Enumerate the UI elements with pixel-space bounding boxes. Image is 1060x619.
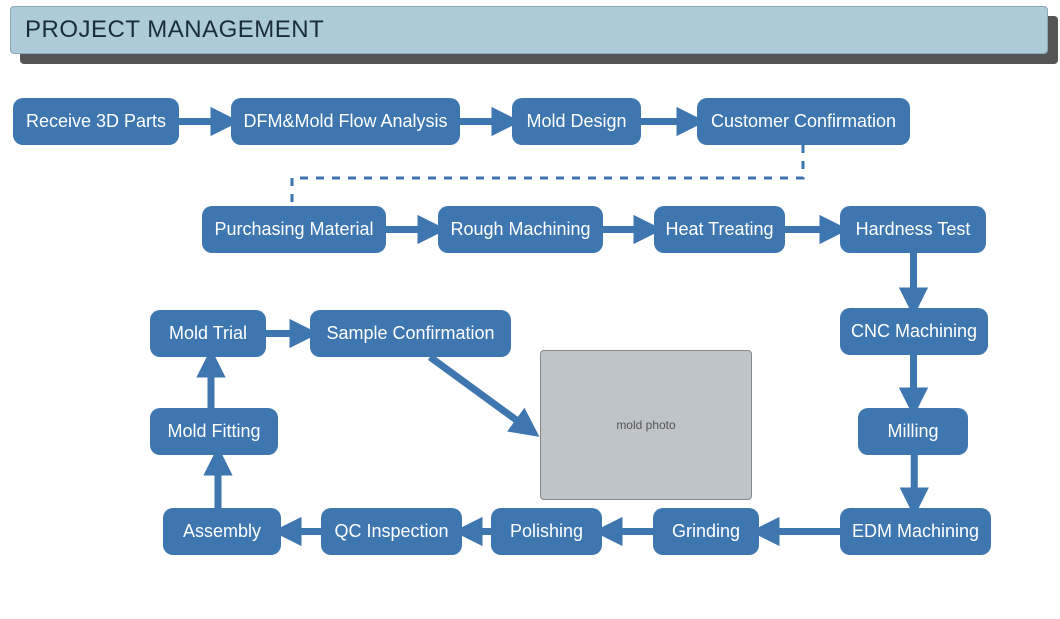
node-n11: EDM Machining [840,508,991,555]
node-n5: Purchasing Material [202,206,386,253]
dashed-connector [292,145,803,206]
node-n18: Sample Confirmation [310,310,511,357]
node-n2: DFM&Mold Flow Analysis [231,98,460,145]
flowchart-stage: PROJECT MANAGEMENT mold photo Receive 3D… [0,0,1060,619]
title-text: PROJECT MANAGEMENT [25,16,324,44]
node-n4: Customer Confirmation [697,98,910,145]
mold-photo-placeholder: mold photo [540,350,752,500]
node-n13: Polishing [491,508,602,555]
title-banner: PROJECT MANAGEMENT [10,6,1048,54]
node-n3: Mold Design [512,98,641,145]
node-n7: Heat Treating [654,206,785,253]
node-n9: CNC Machining [840,308,988,355]
node-n8: Hardness Test [840,206,986,253]
node-n16: Mold Fitting [150,408,278,455]
node-n6: Rough Machining [438,206,603,253]
node-n14: QC Inspection [321,508,462,555]
node-n15: Assembly [163,508,281,555]
node-n17: Mold Trial [150,310,266,357]
node-n1: Receive 3D Parts [13,98,179,145]
edge-sample-to-mold [430,357,530,430]
mold-photo-label: mold photo [616,418,675,432]
node-n12: Grinding [653,508,759,555]
node-n10: Milling [858,408,968,455]
